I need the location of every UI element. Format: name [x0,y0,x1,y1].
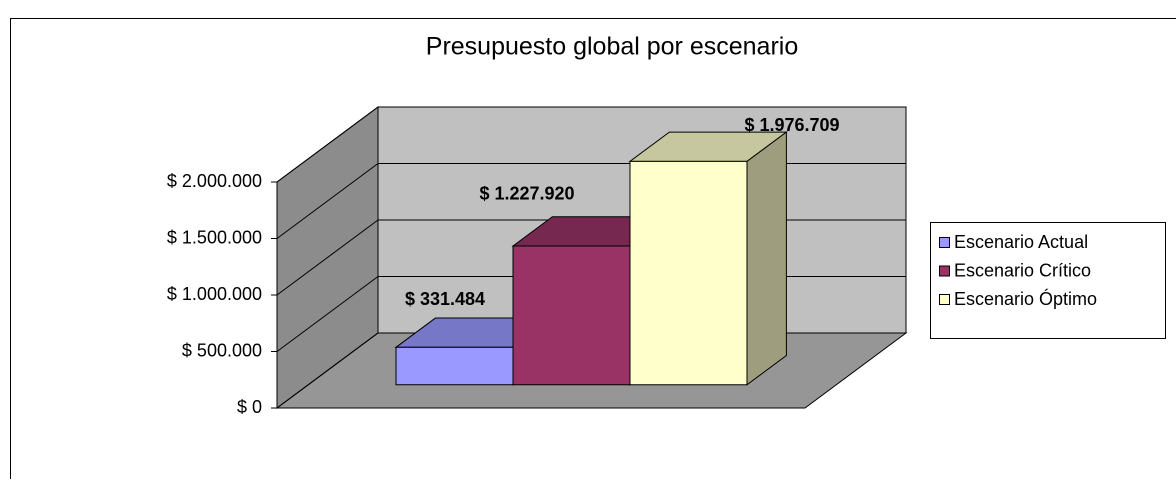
legend-swatch [940,238,950,248]
legend-label: Escenario Óptimo [954,288,1097,309]
legend-label: Escenario Actual [954,232,1088,252]
bar [630,132,786,385]
y-tick-label: $ 2.000.000 [167,171,262,191]
legend-swatch [940,266,950,276]
legend-swatch [940,295,950,305]
y-tick-label: $ 0 [237,397,262,417]
y-tick-label: $ 500.000 [182,340,262,360]
legend-label: Escenario Crítico [954,260,1091,280]
bar-front [630,161,747,384]
y-tick-label: $ 1.000.000 [167,284,262,304]
chart-title: Presupuesto global por escenario [426,33,798,61]
bar-front [396,347,513,384]
value-label: $ 331.484 [405,289,485,309]
value-label: $ 1.227.920 [479,183,574,203]
bar-front [513,246,630,385]
y-tick-label: $ 1.500.000 [167,227,262,247]
value-label: $ 1.976.709 [744,115,839,135]
bar-side [747,132,786,385]
